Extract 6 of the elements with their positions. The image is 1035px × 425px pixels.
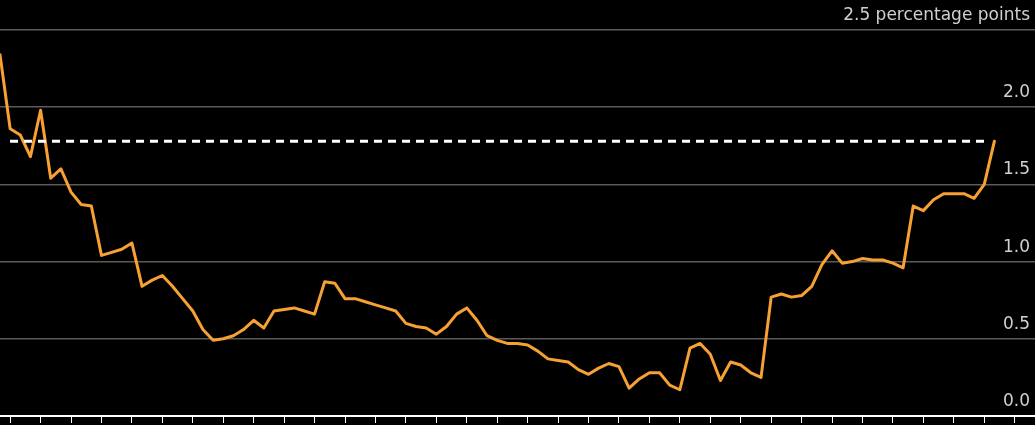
y-tick-label: 2.5 percentage points xyxy=(843,3,1031,24)
y-tick-label: 1.5 xyxy=(1002,158,1030,179)
y-tick-label: 1.0 xyxy=(1002,235,1030,256)
y-tick-label: 0.5 xyxy=(1002,312,1030,333)
y-tick-label: 2.0 xyxy=(1002,81,1030,102)
y-tick-label: 0.0 xyxy=(1002,389,1030,410)
